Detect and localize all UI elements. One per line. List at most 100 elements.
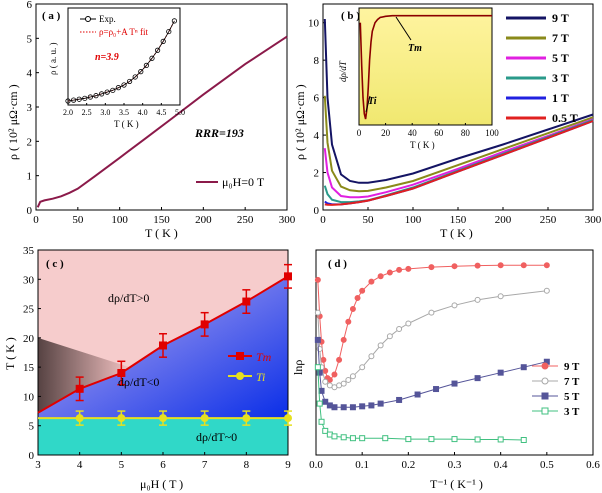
panel-d-point-3-10 [405,436,412,443]
panel-c-Tm-point-2 [159,341,167,350]
inset-b-xtick-1: 20 [381,128,391,138]
panel-d-point-0-14 [368,278,375,285]
b-ytick-1: 2 [314,168,320,180]
panel-c-Ti-point-4 [242,414,251,423]
a-xtick-6: 300 [279,214,296,226]
inset-a-point-16 [155,47,161,53]
inset-a-n-label: n=3.9 [95,52,119,63]
b-ytick-5: 10 [308,18,320,30]
panel-d-legend-label-0: 9 T [564,361,580,373]
panel-d-point-1-7 [340,380,347,387]
panel-d-point-1-9 [349,373,356,380]
c-ytick-0: 0 [29,450,35,462]
inset-a-point-15 [149,55,155,61]
c-xtick-2: 5 [119,459,125,471]
a-ytick-0: 0 [27,205,33,217]
panel-d-point-2-13 [433,386,440,393]
panel-b-legend: 9 T 7 T 5 T 3 T 1 T 0.5 T [506,11,578,125]
panel-c-Tm-point-3 [200,320,209,329]
a-xtick-0: 0 [33,214,39,226]
a-xtick-2: 100 [111,214,128,226]
panel-d: 0.0 0.1 0.2 0.3 0.4 0.5 0.6 ( d ) 9 T 7 T 5 T 3 T… [291,249,600,491]
panel-d-point-2-9 [368,402,375,409]
panel-d-point-0-11 [349,305,356,312]
panel-d-point-3-14 [497,436,504,443]
panel-d-line-3 [317,367,524,441]
panel-d-point-0-17 [396,266,403,273]
inset-a-xtick-2: 3.0 [100,108,110,117]
panel-c-series [37,263,292,426]
panel-c-label: ( c ) [46,258,64,270]
inset-a-point-10 [121,82,127,88]
panel-c: 3 4 5 6 7 8 9 0 5 10 15 20 25 30 35 ( c ) dρ/dT>0 dρ/d… [3,245,292,491]
legend-tm-label: Tm [256,350,272,364]
c-xtick-3: 6 [160,459,166,471]
panel-d-point-2-5 [331,404,338,411]
inset-a-point-5 [93,93,99,99]
panel-b-legend-label-3: 3 T [552,71,569,85]
panel-d-point-0-24 [543,262,550,269]
c-ytick-4: 20 [23,333,35,345]
panel-d-line-0 [317,264,547,381]
panel-c-Tm-point-1 [117,369,126,377]
a-ytick-6: 6 [27,0,33,11]
d-xtick-6: 0.6 [586,459,600,471]
inset-a-point-14 [143,62,149,69]
panel-b-curve-5 [324,120,594,206]
panel-d-frame [315,249,594,456]
inset-a-point-8 [110,87,116,93]
panel-d-point-3-7 [349,435,356,442]
inset-a-exp-line [67,20,175,102]
panel-d-point-3-11 [428,436,435,443]
panel-d-point-1-0 [314,309,321,316]
panel-d-point-0-21 [474,262,481,269]
panel-c-Tm-point-0 [75,384,84,393]
panel-d-point-0-16 [386,269,393,276]
panel-a-ticks: 0 50 100 150 200 250 300 0 1 2 3 4 5 6 [27,0,296,226]
d-xtick-1: 0.1 [355,459,369,471]
b-xtick-6: 300 [585,214,602,226]
panel-d-point-0-9 [340,336,347,343]
d-xtick-2: 0.2 [401,459,415,471]
panel-d-point-2-8 [359,403,366,410]
panel-d-point-3-8 [359,435,366,442]
panel-c-ylabel: T ( K ) [3,337,17,370]
inset-b-xlabel: T ( K ) [410,140,435,150]
panel-d-point-1-16 [428,309,435,316]
panel-d-point-3-3 [322,427,329,434]
panel-d-point-3-5 [331,433,338,440]
panel-d-point-0-0 [314,276,321,283]
panel-d-point-3-1 [316,400,323,407]
c-xtick-4: 7 [202,459,208,471]
panel-d-point-3-0 [314,364,321,371]
panel-d-point-0-18 [405,265,412,272]
panel-d-point-2-17 [520,364,527,371]
inset-a-point-13 [138,69,144,75]
panel-c-region-dark [38,337,130,413]
a-xtick-5: 250 [237,214,254,226]
inset-a-ylabel: ρ ( a. u. ) [48,43,58,75]
panel-d-point-1-18 [474,296,481,303]
panel-c-Tm-point-4 [242,297,251,306]
inset-b-tm: Tm [408,43,422,54]
inset-a-xtick-6: 5.0 [175,108,185,117]
panel-b-legend-label-5: 0.5 T [552,111,578,125]
d-xtick-3: 0.3 [448,459,462,471]
panel-d-point-0-19 [428,264,435,271]
c-xtick-6: 9 [285,459,291,471]
panel-d-point-1-14 [396,325,403,332]
c-ytick-5: 25 [23,304,35,316]
panel-d-label: ( d ) [328,258,347,270]
panel-d-point-1-8 [345,376,352,383]
panel-a-inset-frame [67,7,181,106]
d-xtick-4: 0.4 [494,459,508,471]
b-xtick-0: 0 [320,214,326,226]
inset-a-xtick-4: 4.0 [138,108,148,117]
c-xtick-5: 8 [244,459,250,471]
d-xtick-5: 0.5 [540,459,554,471]
panel-b-legend-label-2: 5 T [552,51,569,65]
